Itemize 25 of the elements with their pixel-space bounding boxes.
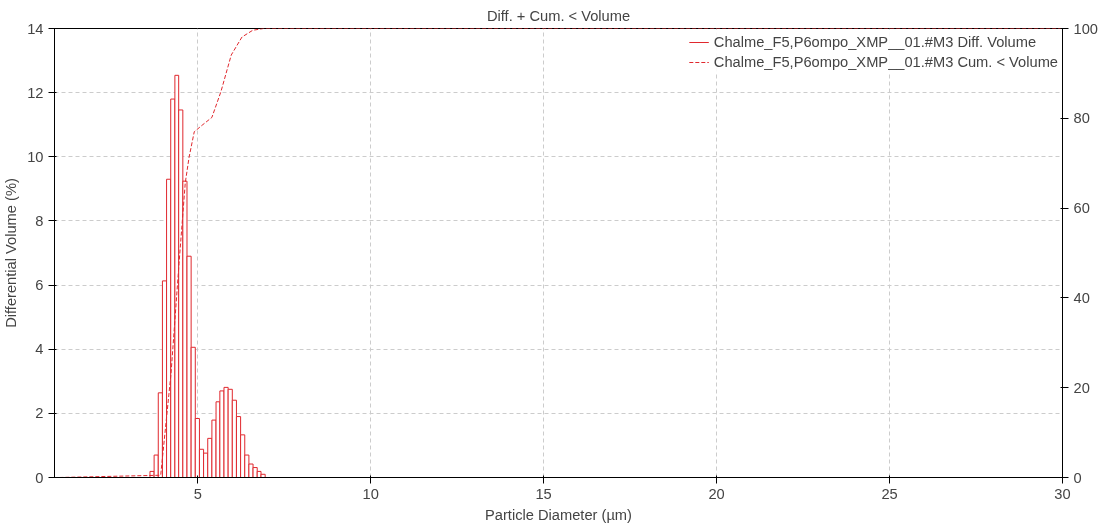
y2-tick-label: 40 [1073,289,1090,306]
y-tick-label: 14 [27,20,44,37]
y-tick-label: 10 [27,148,44,165]
y2-tick-label: 20 [1073,379,1090,396]
y-tick-label: 4 [35,341,44,358]
y-tick-label: 12 [27,84,44,101]
y2-tick-label: 80 [1073,110,1090,127]
y2-tick-label: 0 [1073,469,1082,486]
y-tick-label: 6 [35,277,44,294]
y-tick-label: 2 [35,405,44,422]
y-tick-label: 8 [35,212,44,229]
x-axis-title: Particle Diameter (µm) [485,506,632,523]
x-tick-label: 30 [1054,485,1071,502]
chart-title: Diff. + Cum. < Volume [486,7,631,24]
legend-label: Chalme_F5,P6ompo_XMP__01.#M3 Cum. < Volume [713,54,1058,70]
x-tick-label: 5 [193,485,202,502]
y-axis-title: Differential Volume (%) [3,178,20,328]
x-tick-label: 25 [881,485,898,502]
x-tick-label: 20 [708,485,725,502]
x-tick-label: 10 [362,485,379,502]
legend-label: Chalme_F5,P6ompo_XMP__01.#M3 Diff. Volume [713,34,1037,50]
x-tick-label: 15 [535,485,552,502]
y-tick-label: 0 [35,469,44,486]
y2-tick-label: 100 [1073,20,1098,37]
y2-tick-label: 60 [1073,200,1090,217]
